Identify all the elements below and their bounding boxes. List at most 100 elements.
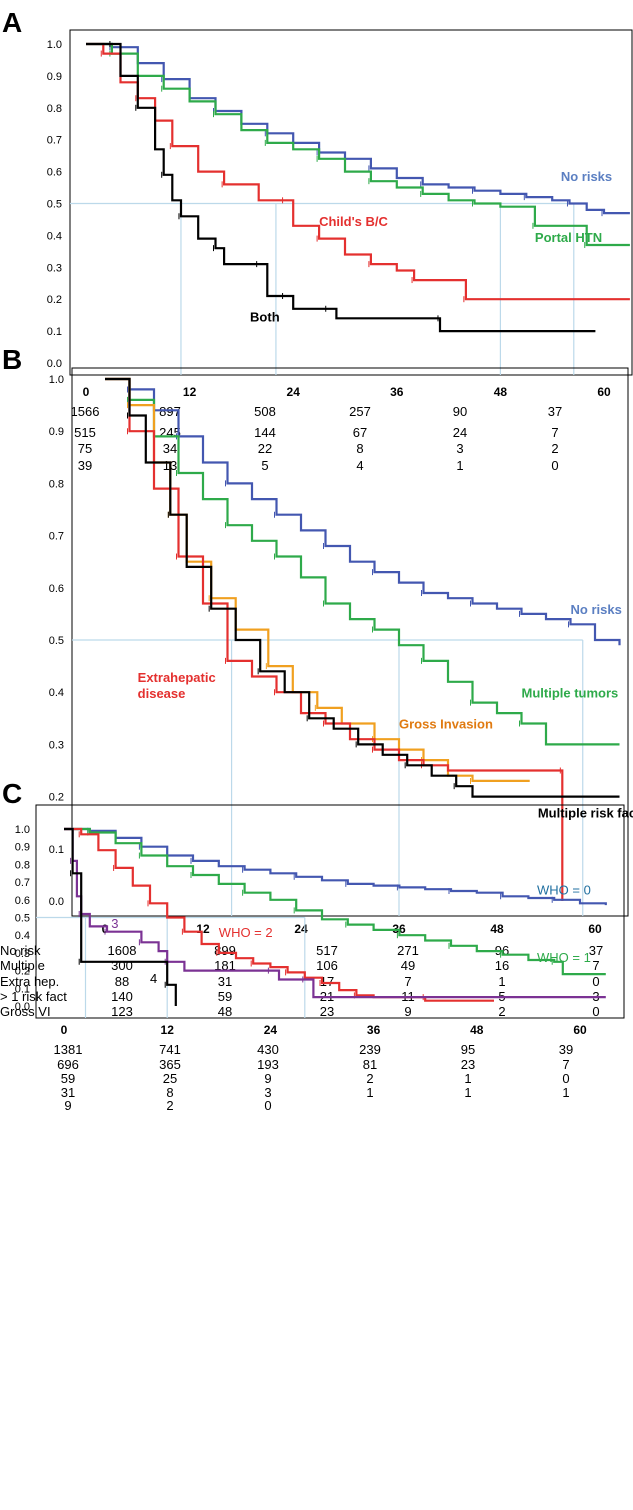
plot-frame xyxy=(71,367,629,917)
censor-marks-who-2 xyxy=(78,831,424,1001)
series-label: Portal HTN xyxy=(535,230,602,245)
y-tick-label: 0.9 xyxy=(49,426,64,438)
risk-table-cell: 88 xyxy=(115,974,129,989)
risk-table-row-label: Extra hep. xyxy=(0,974,59,989)
x-tick-label: 36 xyxy=(390,385,404,399)
censor-marks-who-1 xyxy=(87,829,553,965)
risk-table-cell: 741 xyxy=(159,1042,181,1057)
y-tick-label: 0.3 xyxy=(49,739,64,751)
risk-table-cell: 1381 xyxy=(54,1042,83,1057)
risk-table-cell: 365 xyxy=(159,1057,181,1072)
series-label: Both xyxy=(250,310,280,325)
risk-table-cell: 1 xyxy=(562,1085,569,1100)
y-tick-label: 1.0 xyxy=(49,374,64,386)
risk-table-cell: 144 xyxy=(254,425,276,440)
y-tick-label: 1.0 xyxy=(47,39,62,51)
y-tick-label: 0.6 xyxy=(15,895,30,907)
x-tick-label: 12 xyxy=(183,385,197,399)
risk-table-cell: 4 xyxy=(356,458,363,473)
risk-table-cell: 430 xyxy=(257,1042,279,1057)
risk-table-cell: 24 xyxy=(453,425,467,440)
y-tick-label: 0.9 xyxy=(15,842,30,854)
risk-table-cell: 39 xyxy=(559,1042,573,1057)
risk-table-cell: 0 xyxy=(592,974,599,989)
series-line-multiple-tumors xyxy=(105,377,620,746)
series-line-who-0 xyxy=(64,827,607,906)
risk-table-cell: 239 xyxy=(359,1042,381,1057)
risk-table-cell: 5 xyxy=(261,458,268,473)
risk-table-row-label: Gross VI xyxy=(0,1004,51,1019)
x-tick-label: 60 xyxy=(588,922,602,936)
risk-table-cell: 17 xyxy=(320,974,334,989)
y-tick-label: 0.2 xyxy=(47,294,62,306)
x-tick-label: 48 xyxy=(470,1023,484,1037)
censor-marks-no-risks xyxy=(109,44,603,217)
risk-table-cell: 271 xyxy=(397,943,419,958)
plot-frame xyxy=(35,804,625,1019)
risk-table-cell: 49 xyxy=(401,958,415,973)
series-line-no-risks xyxy=(105,377,621,646)
series-line-who-1 xyxy=(64,827,606,976)
risk-table-cell: 75 xyxy=(78,441,92,456)
series-label: Extrahepatic disease xyxy=(138,670,216,701)
y-tick-label: 0.5 xyxy=(47,199,62,211)
series-label: WHO = 2 xyxy=(219,925,273,940)
risk-table-cell: 1 xyxy=(464,1071,471,1086)
risk-table-cell: 37 xyxy=(548,404,562,419)
x-tick-label: 60 xyxy=(597,385,611,399)
x-tick-label: 12 xyxy=(161,1023,175,1037)
series-label-line: Extrahepatic xyxy=(138,670,216,685)
risk-table-cell: 34 xyxy=(163,441,177,456)
risk-table-cell: 257 xyxy=(349,404,371,419)
risk-table-cell: 899 xyxy=(214,943,236,958)
y-tick-label: 0.4 xyxy=(49,687,64,699)
risk-table-cell: 3 xyxy=(264,1085,271,1100)
risk-table-cell: 508 xyxy=(254,404,276,419)
y-tick-label: 1.0 xyxy=(15,824,30,836)
series-line-3 xyxy=(64,827,606,999)
x-tick-label: 60 xyxy=(573,1023,587,1037)
risk-table-cell: 7 xyxy=(404,974,411,989)
risk-table-cell: 9 xyxy=(404,1004,411,1019)
series-label: Gross Invasion xyxy=(399,717,493,732)
x-tick-label: 24 xyxy=(264,1023,278,1037)
censor-marks-who-0 xyxy=(87,827,553,903)
censor-marks-both xyxy=(109,41,439,322)
risk-table-cell: 81 xyxy=(363,1057,377,1072)
panel-label: C xyxy=(2,778,22,809)
y-tick-label: 0.0 xyxy=(15,1001,30,1013)
y-tick-label: 0.2 xyxy=(15,966,30,978)
risk-table-cell: 90 xyxy=(453,404,467,419)
x-tick-label: 0 xyxy=(61,1023,68,1037)
risk-table-cell: 193 xyxy=(257,1057,279,1072)
censor-marks-child-s-b-c xyxy=(100,50,465,303)
series-label: Multiple tumors xyxy=(522,685,619,700)
x-tick-label: 36 xyxy=(367,1023,381,1037)
x-tick-label: 48 xyxy=(494,385,508,399)
y-tick-label: 0.3 xyxy=(15,948,30,960)
panel-label: A xyxy=(2,7,22,38)
risk-table-cell: 7 xyxy=(592,958,599,973)
risk-table-cell: 59 xyxy=(218,989,232,1004)
series-label: No risks xyxy=(561,169,612,184)
censor-marks-multiple-risk-factors xyxy=(127,412,455,790)
y-tick-label: 0.1 xyxy=(49,844,64,856)
risk-table-cell: 517 xyxy=(316,943,338,958)
censor-marks-no-risks xyxy=(127,386,569,628)
y-tick-label: 0.7 xyxy=(47,135,62,147)
risk-table-cell: 7 xyxy=(551,425,558,440)
risk-table-cell: 2 xyxy=(366,1071,373,1086)
risk-table-cell: 0 xyxy=(592,1004,599,1019)
series-line-4 xyxy=(64,827,177,1006)
risk-table-cell: 1608 xyxy=(108,943,137,958)
censor-marks-extrahepatic-disease xyxy=(127,428,561,774)
risk-table-cell: 8 xyxy=(356,441,363,456)
y-tick-label: 0.8 xyxy=(49,478,64,490)
risk-table-cell: 1 xyxy=(456,458,463,473)
risk-table-cell: 0 xyxy=(264,1098,271,1113)
risk-table-cell: 23 xyxy=(320,1004,334,1019)
risk-table-cell: 140 xyxy=(111,989,133,1004)
risk-table-cell: 1 xyxy=(366,1085,373,1100)
